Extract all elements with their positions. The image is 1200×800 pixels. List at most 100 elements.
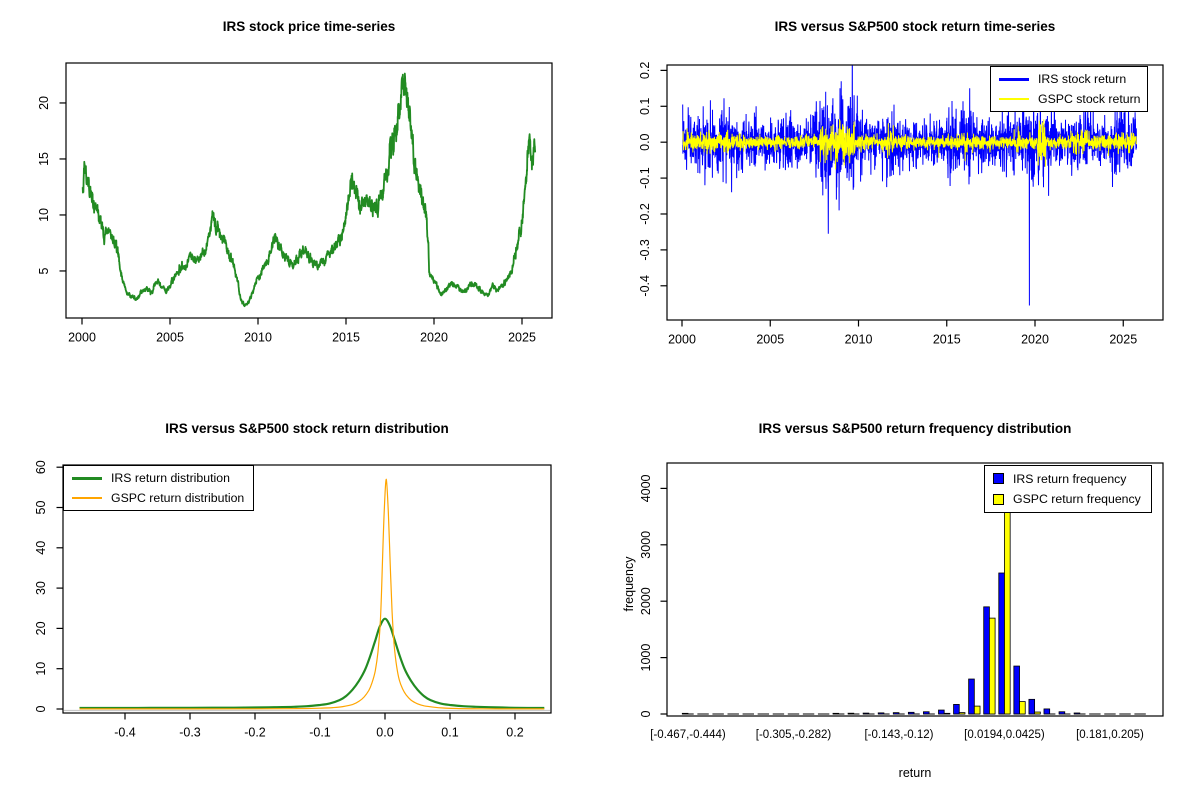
svg-text:-0.4: -0.4 bbox=[638, 275, 652, 297]
svg-text:2010: 2010 bbox=[845, 333, 873, 347]
frequency-y-axis: 0 1000 2000 3000 4000 bbox=[639, 474, 667, 717]
returns-legend: IRS stock return GSPC stock return bbox=[990, 66, 1148, 112]
svg-text:-0.3: -0.3 bbox=[638, 239, 652, 261]
svg-text:-0.1: -0.1 bbox=[638, 167, 652, 189]
returns-series bbox=[682, 65, 1137, 306]
svg-text:-0.2: -0.2 bbox=[244, 726, 266, 740]
svg-text:60: 60 bbox=[34, 460, 48, 474]
density-legend-label-irs: IRS return distribution bbox=[111, 471, 230, 486]
returns-legend-label-gspc: GSPC stock return bbox=[1038, 91, 1141, 106]
returns-x-axis: 2000 2005 2010 2015 2020 2025 bbox=[668, 320, 1137, 347]
gspc-density-line-swatch-icon bbox=[72, 496, 102, 499]
frequency-plot-box bbox=[666, 462, 1164, 717]
svg-text:[0.181,0.205): [0.181,0.205) bbox=[1076, 729, 1144, 741]
svg-text:2020: 2020 bbox=[1021, 333, 1049, 347]
svg-text:-0.4: -0.4 bbox=[114, 726, 136, 740]
frequency-chart-title: IRS versus S&P500 return frequency distr… bbox=[758, 421, 1072, 436]
irs-return-line-swatch-icon bbox=[999, 77, 1029, 81]
irs-frequency-bar bbox=[847, 712, 855, 715]
frequency-legend-item-gspc: GSPC return frequency bbox=[993, 491, 1143, 509]
irs-frequency-bar bbox=[1073, 712, 1081, 715]
gspc-density-curve bbox=[79, 478, 545, 710]
svg-text:[0.0194,0.0425): [0.0194,0.0425) bbox=[964, 729, 1045, 741]
svg-text:2000: 2000 bbox=[668, 333, 696, 347]
irs-frequency-square-swatch-icon bbox=[993, 473, 1004, 485]
svg-text:2020: 2020 bbox=[420, 331, 448, 345]
svg-text:0.2: 0.2 bbox=[506, 726, 523, 740]
irs-frequency-bar bbox=[1058, 711, 1066, 715]
irs-frequency-bar bbox=[923, 711, 930, 715]
frequency-x-axis-label: return bbox=[898, 766, 932, 780]
svg-text:1000: 1000 bbox=[639, 644, 653, 672]
svg-text:4000: 4000 bbox=[639, 474, 653, 502]
returns-legend-label-irs: IRS stock return bbox=[1038, 72, 1127, 87]
frequency-chart: 0 1000 2000 3000 4000 [-0.467,-0.444) [-0.305,… bbox=[639, 462, 1164, 741]
svg-text:[-0.305,-0.282): [-0.305,-0.282) bbox=[756, 729, 832, 741]
svg-text:2005: 2005 bbox=[756, 333, 784, 347]
svg-text:0.2: 0.2 bbox=[638, 62, 652, 79]
frequency-bars bbox=[681, 504, 1146, 715]
irs-frequency-bar bbox=[892, 712, 900, 715]
price-y-axis: 5 10 15 20 bbox=[37, 96, 66, 274]
density-series bbox=[63, 478, 551, 712]
svg-text:50: 50 bbox=[34, 501, 48, 515]
frequency-legend-label-irs: IRS return frequency bbox=[1013, 471, 1127, 486]
gspc-frequency-bar bbox=[1004, 504, 1011, 715]
density-chart-title: IRS versus S&P500 stock return distribut… bbox=[165, 421, 449, 436]
returns-plot-box bbox=[666, 64, 1164, 321]
gspc-frequency-bar bbox=[1019, 701, 1026, 715]
density-plot-box bbox=[62, 464, 552, 714]
svg-text:0.1: 0.1 bbox=[638, 98, 652, 115]
frequency-legend-label-gspc: GSPC return frequency bbox=[1013, 492, 1141, 507]
irs-frequency-bar bbox=[938, 709, 945, 715]
svg-text:20: 20 bbox=[34, 621, 48, 635]
returns-legend-item-gspc: GSPC stock return bbox=[999, 91, 1141, 108]
gspc-frequency-bar bbox=[1034, 711, 1041, 715]
frequency-legend: IRS return frequency GSPC return frequen… bbox=[984, 465, 1152, 513]
svg-text:15: 15 bbox=[37, 152, 51, 166]
svg-text:2000: 2000 bbox=[68, 331, 96, 345]
density-legend: IRS return distribution GSPC return dist… bbox=[63, 465, 254, 511]
svg-text:[-0.467,-0.444): [-0.467,-0.444) bbox=[650, 729, 726, 741]
irs-frequency-bar bbox=[953, 704, 960, 715]
svg-text:0.0: 0.0 bbox=[376, 726, 393, 740]
irs-frequency-bar bbox=[1043, 708, 1051, 715]
price-plot-box bbox=[65, 62, 553, 319]
svg-text:10: 10 bbox=[37, 208, 51, 222]
svg-text:2005: 2005 bbox=[156, 331, 184, 345]
price-chart-title: IRS stock price time-series bbox=[222, 19, 396, 34]
irs-frequency-bar bbox=[681, 712, 689, 715]
density-legend-label-gspc: GSPC return distribution bbox=[111, 490, 245, 505]
irs-frequency-bar bbox=[1013, 665, 1020, 715]
density-chart: -0.4 -0.3 -0.2 -0.1 0.0 0.1 0.2 0 10 20 30 40 50 60 bbox=[34, 460, 552, 740]
svg-text:30: 30 bbox=[34, 581, 48, 595]
irs-frequency-bar bbox=[998, 572, 1005, 715]
gspc-frequency-bar bbox=[943, 712, 951, 715]
svg-text:2015: 2015 bbox=[933, 333, 961, 347]
irs-density-line-swatch-icon bbox=[72, 476, 102, 480]
svg-text:3000: 3000 bbox=[639, 531, 653, 559]
svg-text:0.0: 0.0 bbox=[638, 133, 652, 150]
density-legend-item-irs: IRS return distribution bbox=[72, 470, 245, 487]
svg-text:2025: 2025 bbox=[508, 331, 536, 345]
price-x-axis: 2000 2005 2010 2015 2020 2025 bbox=[68, 318, 536, 345]
returns-chart-title: IRS versus S&P500 stock return time-seri… bbox=[774, 19, 1056, 34]
gspc-frequency-bar bbox=[989, 617, 996, 715]
svg-text:2025: 2025 bbox=[1109, 333, 1137, 347]
density-x-axis: -0.4 -0.3 -0.2 -0.1 0.0 0.1 0.2 bbox=[114, 713, 524, 740]
svg-text:-0.2: -0.2 bbox=[638, 203, 652, 225]
svg-text:0.1: 0.1 bbox=[441, 726, 458, 740]
frequency-y-axis-label: frequency bbox=[622, 556, 636, 612]
svg-text:40: 40 bbox=[34, 541, 48, 555]
price-series bbox=[81, 72, 537, 308]
gspc-return-line bbox=[682, 119, 1137, 170]
density-y-axis: 0 10 20 30 40 50 60 bbox=[34, 460, 63, 712]
irs-frequency-bar bbox=[968, 678, 975, 715]
gspc-frequency-bar bbox=[973, 705, 981, 715]
svg-text:-0.1: -0.1 bbox=[309, 726, 331, 740]
svg-text:[-0.143,-0.12): [-0.143,-0.12) bbox=[864, 729, 933, 741]
price-chart: 2000 2005 2010 2015 2020 2025 5 10 15 20 bbox=[37, 62, 553, 345]
returns-legend-item-irs: IRS stock return bbox=[999, 71, 1139, 88]
irs-frequency-bar bbox=[862, 712, 870, 715]
svg-text:2015: 2015 bbox=[332, 331, 360, 345]
